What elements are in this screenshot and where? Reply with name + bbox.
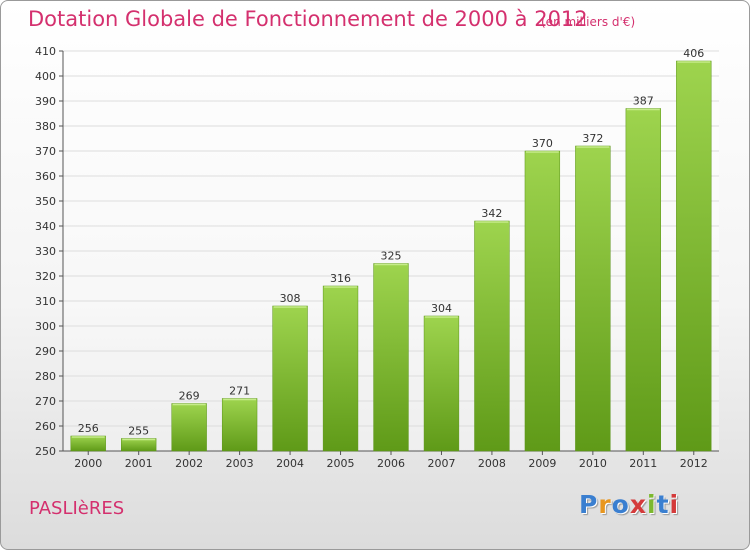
y-tick-label: 360 <box>35 170 56 183</box>
x-tick-label: 2006 <box>377 457 405 470</box>
y-tick-label: 370 <box>35 145 56 158</box>
bar <box>474 220 510 452</box>
data-label: 255 <box>128 425 149 438</box>
bar <box>121 438 157 452</box>
data-label: 372 <box>582 132 603 145</box>
commune-name: PASLIèRES <box>29 498 125 519</box>
x-tick-label: 2002 <box>175 457 203 470</box>
x-tick-label: 2004 <box>276 457 304 470</box>
x-tick-label: 2001 <box>125 457 153 470</box>
logo-letter: r <box>598 490 612 519</box>
y-tick-label: 280 <box>35 370 56 383</box>
data-label: 269 <box>179 390 200 403</box>
data-label: 316 <box>330 272 351 285</box>
y-tick-label: 290 <box>35 345 56 358</box>
proxiti-logo: Proxiti <box>579 490 679 519</box>
x-tick-label: 2008 <box>478 457 506 470</box>
bar <box>171 403 207 452</box>
logo-letter: t <box>656 490 670 519</box>
y-tick-label: 380 <box>35 120 56 133</box>
y-tick-label: 260 <box>35 420 56 433</box>
y-tick-label: 310 <box>35 295 56 308</box>
bar <box>625 108 661 452</box>
logo-letter: x <box>629 490 647 519</box>
y-tick-label: 350 <box>35 195 56 208</box>
y-tick-label: 330 <box>35 245 56 258</box>
data-label: 271 <box>229 385 250 398</box>
data-label: 256 <box>78 422 99 435</box>
logo-letter: i <box>669 490 680 519</box>
x-tick-label: 2000 <box>74 457 102 470</box>
x-tick-label: 2012 <box>680 457 708 470</box>
y-tick-label: 300 <box>35 320 56 333</box>
data-label: 304 <box>431 302 452 315</box>
y-tick-label: 400 <box>35 70 56 83</box>
logo-letter: i <box>647 490 657 519</box>
y-tick-label: 340 <box>35 220 56 233</box>
y-tick-label: 410 <box>35 45 56 58</box>
bar <box>70 435 106 452</box>
bar <box>221 398 258 452</box>
data-label: 406 <box>683 47 704 60</box>
bar <box>524 150 561 452</box>
data-label: 370 <box>532 137 553 150</box>
x-tick-label: 2005 <box>327 457 355 470</box>
unit-note: (en milliers d'€) <box>541 15 636 29</box>
y-tick-label: 250 <box>35 445 56 458</box>
bar <box>676 60 712 452</box>
bar <box>423 315 460 452</box>
y-tick-label: 270 <box>35 395 56 408</box>
y-tick-label: 320 <box>35 270 56 283</box>
bar <box>575 145 611 452</box>
x-tick-label: 2011 <box>629 457 657 470</box>
data-label: 325 <box>381 250 402 263</box>
logo-letter: P <box>579 490 599 519</box>
x-tick-label: 2003 <box>226 457 254 470</box>
y-tick-label: 390 <box>35 95 56 108</box>
x-tick-label: 2010 <box>579 457 607 470</box>
x-tick-label: 2009 <box>528 457 556 470</box>
bar <box>272 305 308 452</box>
chart-title: Dotation Globale de Fonctionnement de 20… <box>28 7 588 31</box>
x-tick-label: 2007 <box>427 457 455 470</box>
data-label: 387 <box>633 95 654 108</box>
bar <box>322 285 359 452</box>
bar <box>373 263 409 452</box>
data-label: 308 <box>280 292 301 305</box>
data-label: 342 <box>481 207 502 220</box>
logo-letter: o <box>611 490 630 519</box>
